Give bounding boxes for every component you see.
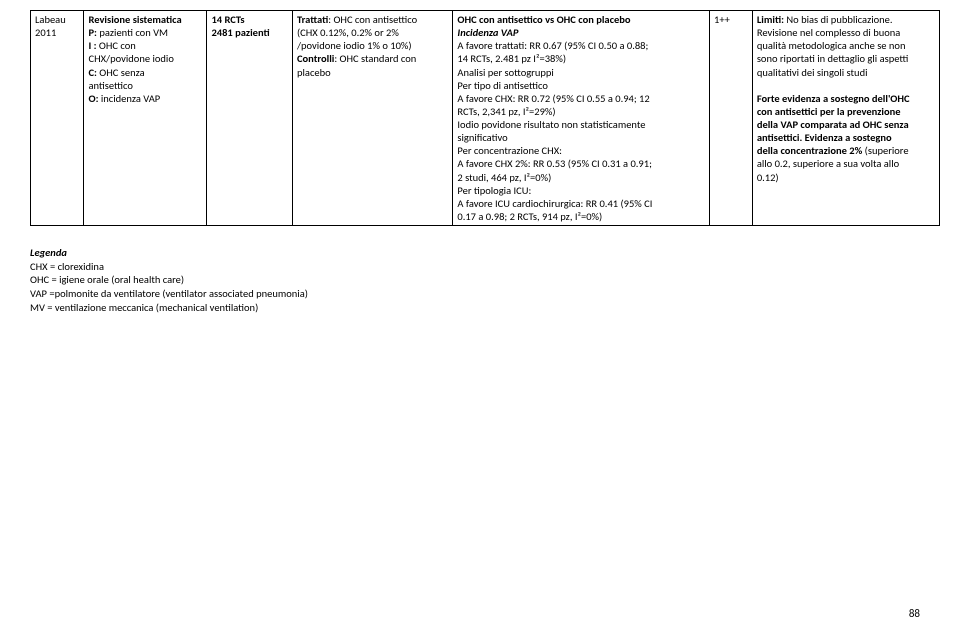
txt: Labeau	[35, 13, 66, 26]
txt: : OHC standard con	[334, 52, 416, 65]
txt: A favore CHX 2%: RR 0.53 (95% CI 0.31 a …	[457, 157, 652, 170]
txt: con antisettici per la prevenzione	[757, 105, 901, 118]
txt: Revisione nel complesso di buona	[757, 26, 901, 39]
txt: 0.12)	[757, 171, 779, 184]
legend-line: OHC = igiene orale (oral health care)	[30, 273, 184, 286]
txt: qualità metodologica anche se non	[757, 39, 906, 52]
txt: 14 RCTs, 2.481 pz I²=38%)	[457, 52, 566, 65]
txt: placebo	[297, 66, 331, 79]
legend-title: Legenda	[30, 246, 67, 259]
txt: incidenza VAP	[98, 92, 160, 105]
txt: CHX/povidone iodio	[88, 52, 173, 65]
txt: sono riportati in dettaglio gli aspetti	[757, 52, 909, 65]
evidence-table: Labeau 2011 Revisione sistematica P: paz…	[30, 10, 940, 226]
txt: Revisione sistematica	[88, 13, 181, 26]
txt: Limiti:	[757, 13, 784, 26]
txt: qualitativi dei singoli studi	[757, 66, 868, 79]
txt: 1++	[714, 13, 730, 26]
txt: Analisi per sottogruppi	[457, 66, 553, 79]
txt: Controlli	[297, 52, 334, 65]
txt: antisettico	[88, 79, 132, 92]
cell-results: OHC con antisettico vs OHC con placebo I…	[453, 11, 710, 226]
txt: No bias di pubblicazione.	[784, 13, 893, 26]
txt: O:	[88, 92, 98, 105]
txt: Per tipo di antisettico	[457, 79, 548, 92]
txt: : OHC con antisettico	[328, 13, 417, 26]
txt: A favore trattati: RR 0.67 (95% CI 0.50 …	[457, 39, 648, 52]
table-row: Labeau 2011 Revisione sistematica P: paz…	[31, 11, 940, 226]
txt: I :	[88, 39, 96, 52]
txt: OHC senza	[97, 66, 145, 79]
cell-comments: Limiti: No bias di pubblicazione. Revisi…	[752, 11, 939, 226]
txt: 0.17 a 0.98; 2 RCTs, 914 pz, I²=0%)	[457, 210, 602, 223]
txt: (CHX 0.12%, 0.2% or 2%	[297, 26, 399, 39]
txt: della concentrazione 2%	[757, 144, 865, 157]
txt: 14 RCTs	[211, 13, 244, 26]
txt: Forte evidenza a sostegno dell'OHC	[757, 92, 910, 105]
txt: OHC con	[97, 39, 136, 52]
legend-line: CHX = clorexidina	[30, 260, 104, 273]
txt: Incidenza VAP	[457, 26, 518, 39]
page-number: 88	[909, 607, 920, 620]
txt: pazienti con VM	[97, 26, 168, 39]
legend-block: Legenda CHX = clorexidina OHC = igiene o…	[30, 246, 940, 314]
txt: P:	[88, 26, 97, 39]
cell-design: Revisione sistematica P: pazienti con VM…	[84, 11, 207, 226]
txt: Per concentrazione CHX:	[457, 144, 562, 157]
txt: RCTs, 2,341 pz, I²=29%)	[457, 105, 555, 118]
txt: A favore ICU cardiochirurgica: RR 0.41 (…	[457, 197, 652, 210]
txt: (superiore	[865, 144, 909, 157]
txt: allo 0.2, superiore a sua volta allo	[757, 157, 899, 170]
cell-study: Labeau 2011	[31, 11, 84, 226]
txt: C:	[88, 66, 96, 79]
txt: della VAP comparata ad OHC senza	[757, 118, 909, 131]
txt: Iodio povidone risultato non statisticam…	[457, 118, 645, 131]
legend-line: VAP =polmonite da ventilatore (ventilato…	[30, 287, 308, 300]
txt: 2481 pazienti	[211, 26, 269, 39]
txt: significativo	[457, 131, 507, 144]
txt: A favore CHX: RR 0.72 (95% CI 0.55 a 0.9…	[457, 92, 649, 105]
txt: Per tipologia ICU:	[457, 184, 531, 197]
legend-line: MV = ventilazione meccanica (mechanical …	[30, 301, 258, 314]
txt: antisettici. Evidenza a sostegno	[757, 131, 892, 144]
cell-sample: 14 RCTs 2481 pazienti	[207, 11, 293, 226]
txt: 2011	[35, 26, 56, 39]
cell-grade: 1++	[710, 11, 753, 226]
txt: 2 studi, 464 pz, I²=0%)	[457, 171, 551, 184]
cell-intervention: Trattati: OHC con antisettico (CHX 0.12%…	[292, 11, 452, 226]
txt: /povidone iodio 1% o 10%)	[297, 39, 412, 52]
txt: Trattati	[297, 13, 328, 26]
txt: OHC con antisettico vs OHC con placebo	[457, 13, 630, 26]
